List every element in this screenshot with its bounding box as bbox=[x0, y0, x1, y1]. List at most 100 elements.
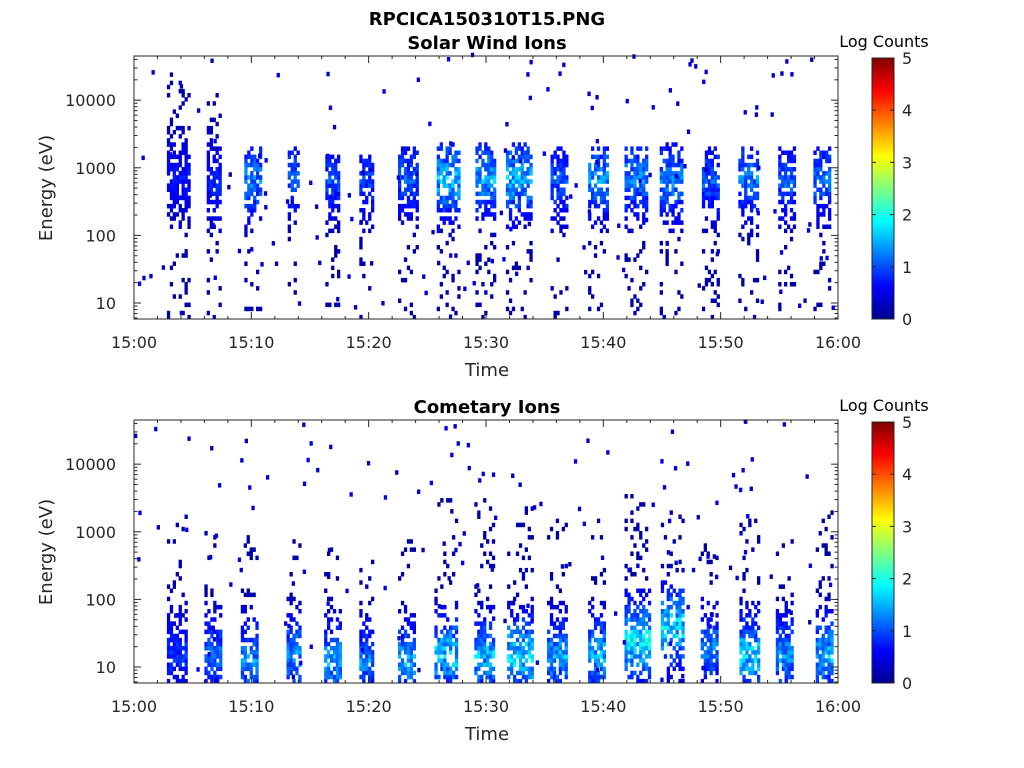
spectrogram-cell bbox=[437, 650, 441, 655]
spectrogram-cell bbox=[818, 641, 822, 647]
spectrogram-cell bbox=[287, 623, 291, 629]
spectrogram-cell bbox=[671, 212, 675, 217]
spectrogram-cell bbox=[599, 535, 604, 540]
spectrogram-cell bbox=[781, 150, 785, 155]
spectrogram-cell bbox=[406, 621, 411, 626]
spectrogram-cell bbox=[703, 674, 707, 680]
spectrogram-cell bbox=[678, 514, 682, 519]
spectrogram-cell bbox=[527, 621, 531, 626]
spectrogram-cell bbox=[827, 646, 831, 651]
spectrogram-cell bbox=[359, 219, 363, 225]
spectrogram-cell bbox=[451, 306, 455, 312]
spectrogram-cell bbox=[445, 302, 449, 308]
spectrogram-cell bbox=[493, 167, 497, 172]
spectrogram-cell bbox=[708, 624, 712, 629]
spectrogram-cell bbox=[327, 670, 331, 676]
spectrogram-cell bbox=[701, 665, 705, 671]
spectrogram-cell bbox=[822, 175, 826, 180]
spectrogram-cell bbox=[184, 654, 188, 659]
spectrogram-cell bbox=[680, 208, 684, 213]
spectrogram-cell bbox=[412, 625, 416, 630]
spectrogram-cell bbox=[686, 461, 690, 466]
spectrogram-cell bbox=[683, 164, 687, 169]
spectrogram-cell bbox=[713, 224, 717, 229]
spectrogram-cell bbox=[602, 674, 606, 680]
spectrogram-cell bbox=[289, 637, 293, 643]
spectrogram-cell bbox=[716, 277, 720, 283]
spectrogram-cell bbox=[815, 613, 819, 618]
spectrogram-cell bbox=[166, 142, 171, 147]
spectrogram-cell bbox=[556, 195, 560, 201]
spectrogram-cell bbox=[671, 175, 675, 180]
spectrogram-cell bbox=[558, 670, 562, 676]
spectrogram-cell bbox=[700, 646, 704, 651]
spectrogram-cell bbox=[672, 646, 676, 651]
spectrogram-cell bbox=[448, 171, 452, 176]
spectrogram-cell bbox=[828, 208, 832, 213]
spectrogram-cell bbox=[172, 658, 176, 663]
spectrogram-cell bbox=[368, 646, 372, 651]
spectrogram-cell bbox=[668, 146, 672, 151]
spectrogram-cell bbox=[334, 162, 338, 168]
spectrogram-cell bbox=[415, 183, 419, 188]
spectrogram-cell bbox=[630, 183, 634, 188]
spectrogram-cell bbox=[451, 154, 455, 160]
spectrogram-cell bbox=[412, 191, 416, 197]
spectrogram-cell bbox=[505, 175, 510, 180]
spectrogram-cell bbox=[259, 216, 263, 221]
spectrogram-cell bbox=[371, 179, 375, 184]
spectrogram-cell bbox=[624, 195, 628, 201]
spectrogram-cell bbox=[530, 535, 534, 540]
spectrogram-cell bbox=[715, 654, 719, 659]
spectrogram-cell bbox=[332, 637, 337, 643]
spectrogram-cell bbox=[488, 674, 493, 680]
spectrogram-cell bbox=[286, 658, 290, 663]
spectrogram-cell bbox=[633, 637, 637, 643]
spectrogram-cell bbox=[521, 522, 526, 528]
spectrogram-cell bbox=[627, 175, 631, 180]
spectrogram-cell bbox=[676, 101, 680, 106]
spectrogram-cell bbox=[483, 531, 487, 536]
spectrogram-cell bbox=[210, 662, 214, 667]
spectrogram-cell bbox=[181, 183, 185, 188]
spectrogram-cell bbox=[247, 306, 251, 312]
spectrogram-cell bbox=[488, 563, 493, 569]
spectrogram-cell bbox=[488, 584, 493, 589]
spectrogram-cell bbox=[633, 191, 637, 197]
spectrogram-cell bbox=[365, 637, 369, 643]
spectrogram-cell bbox=[596, 179, 601, 184]
spectrogram-cell bbox=[622, 640, 626, 645]
spectrogram-cell bbox=[478, 478, 482, 483]
spectrogram-cell bbox=[751, 658, 755, 663]
spectrogram-cell bbox=[674, 310, 678, 316]
spectrogram-cell bbox=[175, 125, 179, 131]
spectrogram-cell bbox=[247, 162, 251, 168]
spectrogram-cell bbox=[475, 171, 479, 176]
spectrogram-cell bbox=[295, 666, 299, 672]
spectrogram-cell bbox=[529, 216, 533, 221]
spectrogram-cell bbox=[526, 158, 530, 164]
spectrogram-cell bbox=[599, 600, 604, 606]
spectrogram-cell bbox=[255, 658, 259, 663]
spectrogram-cell bbox=[406, 674, 411, 680]
spectrogram-cell bbox=[508, 183, 513, 188]
spectrogram-cell bbox=[486, 650, 490, 655]
spectrogram-cell bbox=[454, 650, 459, 655]
spectrogram-cell bbox=[662, 191, 666, 197]
spectrogram-cell bbox=[184, 290, 188, 295]
spectrogram-cell bbox=[412, 670, 416, 676]
spectrogram-cell bbox=[778, 183, 782, 188]
spectrogram-cell bbox=[513, 596, 517, 602]
spectrogram-cell bbox=[184, 158, 188, 164]
spectrogram-cell bbox=[457, 150, 461, 155]
spectrogram-cell bbox=[488, 641, 493, 647]
spectrogram-cell bbox=[624, 609, 628, 614]
spectrogram-cell bbox=[755, 257, 760, 262]
spectrogram-cell bbox=[755, 249, 760, 254]
spectrogram-cell bbox=[244, 179, 248, 184]
spectrogram-cell bbox=[218, 228, 222, 234]
spectrogram-cell bbox=[327, 572, 331, 577]
spectrogram-cell bbox=[827, 596, 831, 602]
spectrogram-cell bbox=[815, 588, 819, 593]
spectrogram-cell bbox=[599, 228, 604, 234]
